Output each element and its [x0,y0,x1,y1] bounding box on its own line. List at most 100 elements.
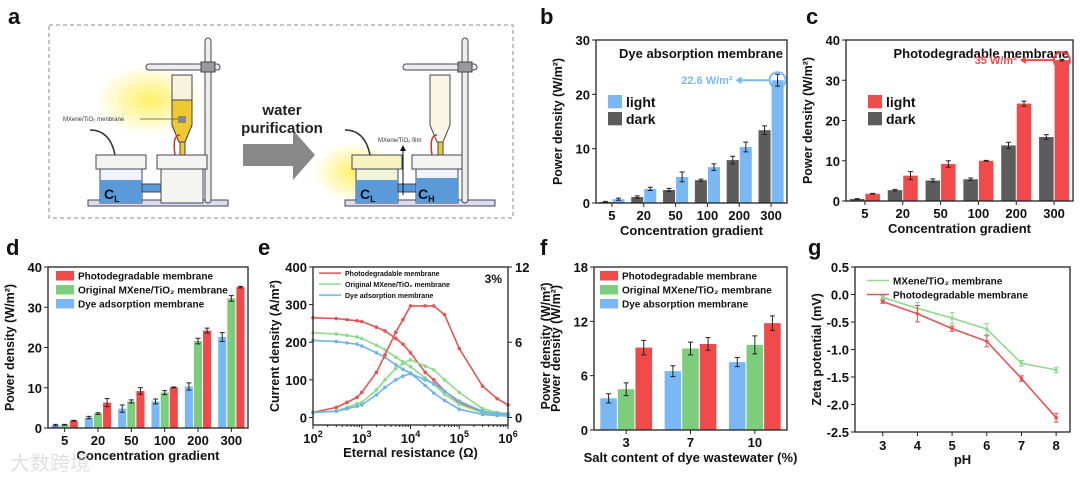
bar [69,420,78,428]
x-tick-label: 6 [983,438,990,453]
data-point [345,333,349,338]
arrow-head-icon [1019,56,1026,65]
film-label: MXene/TiO₂ film [378,138,421,144]
setup-before: CL MXene/TiO₂ menbrane [63,37,229,207]
x-tick-label: 100 [154,433,176,448]
x-tick-label: 5 [861,206,868,221]
y-tick-label: 6 [515,335,522,350]
error-bar [854,198,860,200]
legend-label: Original MXene/TiO₂ membrane [78,286,228,297]
legend-item: Photodegradable membrane [319,271,440,278]
y-axis-label: Power density (W/m²) [551,58,565,185]
legend-item: Dye absorption membrane [600,299,749,311]
y-tick-label: 0 [35,421,42,436]
ch-label: CH [418,186,435,204]
bar [849,198,865,201]
data-point [383,378,387,382]
arrow-text-purification: purification [241,120,323,137]
data-point [394,366,398,371]
x-tick-label: 200 [187,433,209,448]
x-tick-label: 50 [668,208,682,223]
chart-f: 3 7 10 0 6 12 18 Power density (W/m²) Salt conte… [549,260,797,465]
error-bar [679,171,685,183]
data-point [401,317,405,322]
x-tick-label: 8 [1053,438,1060,453]
x-tick-label: 20 [91,433,105,448]
cl-label-right: CL [360,186,376,204]
y-tick-label: 300 [285,298,307,313]
legend-swatch [600,271,618,281]
data-point [345,406,349,411]
annotation-text: 35 W/m² [975,55,1018,67]
error-bar [204,327,210,334]
data-point [334,409,339,414]
y-axis-label: Power density (W/m²) [549,285,563,412]
chart-c: 5 20 50 100 200 300 0 10 20 30 40 Power density (W/… [801,33,1074,236]
error-bar [104,398,110,408]
x-tick-label: 200 [1005,206,1027,221]
y-tick-label: -2.0 [827,398,849,413]
y-tick-label: 100 [285,373,307,388]
x-axis-label: pH [954,452,971,467]
clamp [200,61,216,73]
error-bar [171,386,177,389]
error-bar [128,399,134,404]
error-bar [870,192,876,195]
y-axis-label: Current density (A/m²) [268,280,282,412]
bar [663,189,676,203]
data-point [355,395,359,400]
bar [887,190,903,201]
plot-frame [595,39,788,204]
data-point [495,411,499,416]
error-bar [711,163,717,171]
data-point [374,388,379,392]
legend-item: Photodegradable membrane [600,271,757,283]
error-bar [606,393,612,404]
data-point [394,355,398,360]
plot-frame [593,266,788,431]
error-bar [95,412,101,415]
film-pointer-head-icon [400,145,406,151]
data-point [442,378,447,382]
error-bar [641,339,647,356]
data-point [442,392,447,396]
x-tick-label: 105 [450,429,469,446]
legend-swatch [600,299,618,309]
data-point [345,317,349,322]
data-point [394,330,398,335]
error-bar [734,357,740,368]
arrow-text-water: water [261,102,301,119]
x-tick-label: 106 [498,429,517,446]
y-tick-label: 20 [826,114,840,129]
x-tick-label: 300 [220,433,242,448]
bar [764,323,781,430]
data-point [359,400,364,405]
data-point [374,350,379,355]
bar [617,389,635,430]
error-bar [195,337,201,345]
legend-label: Original MXene/TiO₂ membrane [345,282,450,289]
legend-swatch [56,285,74,295]
x-axis-label: Eternal resistance (Ω) [343,445,478,460]
data-point [374,325,379,329]
error-bar [892,188,898,192]
x-tick-label: 20 [637,208,651,223]
data-point [345,400,349,405]
x-axis-label: Concentration gradient [888,221,1032,236]
data-point [355,342,359,346]
data-point [480,409,485,414]
legend-label: dark [626,111,656,127]
bar [118,408,127,428]
bar [218,337,227,428]
bar [151,401,160,428]
y-axis-label: Power density (W/m²) [801,57,815,184]
y-tick-label: -0.5 [827,315,849,330]
bar [707,167,720,203]
series-main [880,299,1059,423]
y-tick-label: 20 [576,87,590,102]
y-tick-label: 12 [515,260,529,275]
error-bar [1021,100,1027,107]
y-tick-label: 12 [574,314,588,329]
